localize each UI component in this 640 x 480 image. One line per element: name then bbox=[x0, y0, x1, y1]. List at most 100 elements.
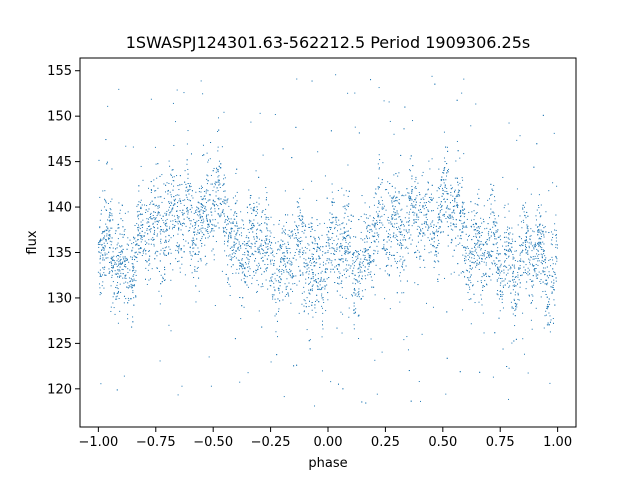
data-point bbox=[426, 219, 428, 221]
data-point bbox=[225, 231, 227, 233]
data-point bbox=[357, 255, 359, 257]
data-point bbox=[146, 205, 148, 207]
data-point bbox=[133, 297, 135, 299]
data-point bbox=[547, 306, 549, 308]
data-point bbox=[361, 290, 363, 292]
data-point bbox=[228, 283, 230, 285]
data-point bbox=[175, 245, 177, 247]
data-point bbox=[249, 255, 251, 257]
data-point bbox=[389, 251, 391, 253]
data-point bbox=[182, 222, 184, 224]
data-point bbox=[416, 195, 418, 197]
data-point bbox=[353, 292, 355, 294]
data-point bbox=[241, 268, 243, 270]
data-point bbox=[318, 288, 320, 290]
data-point bbox=[314, 238, 316, 240]
data-point bbox=[274, 290, 276, 292]
data-point bbox=[205, 237, 207, 239]
data-point bbox=[423, 232, 425, 234]
data-point bbox=[215, 241, 217, 243]
data-point bbox=[109, 229, 111, 231]
data-point bbox=[556, 185, 558, 187]
data-point bbox=[490, 255, 492, 257]
data-point bbox=[122, 273, 124, 275]
data-point bbox=[512, 289, 514, 291]
data-point bbox=[485, 275, 487, 277]
data-point bbox=[393, 211, 395, 213]
data-point bbox=[411, 185, 413, 187]
data-point bbox=[540, 253, 542, 255]
data-point bbox=[364, 241, 366, 243]
data-point bbox=[468, 286, 470, 288]
data-point bbox=[153, 227, 155, 229]
data-point bbox=[173, 215, 175, 217]
data-point bbox=[287, 293, 289, 295]
data-point bbox=[321, 270, 323, 272]
data-point bbox=[418, 251, 420, 253]
data-point bbox=[457, 184, 459, 186]
data-point bbox=[303, 250, 305, 252]
data-point bbox=[101, 285, 103, 287]
data-point bbox=[354, 289, 356, 291]
data-point bbox=[439, 211, 441, 213]
data-point bbox=[408, 192, 410, 194]
data-point bbox=[180, 249, 182, 251]
data-point bbox=[342, 313, 344, 315]
data-point bbox=[240, 279, 242, 281]
data-point bbox=[369, 237, 371, 239]
data-point bbox=[306, 248, 308, 250]
data-point bbox=[345, 297, 347, 299]
data-point bbox=[437, 207, 439, 209]
data-point bbox=[298, 241, 300, 243]
data-point bbox=[508, 242, 510, 244]
data-point bbox=[212, 190, 214, 192]
data-point bbox=[99, 276, 101, 278]
data-point bbox=[201, 207, 203, 209]
data-point bbox=[417, 284, 419, 286]
data-point bbox=[260, 216, 262, 218]
data-point bbox=[325, 263, 327, 265]
data-point bbox=[233, 230, 235, 232]
data-point bbox=[227, 216, 229, 218]
data-point bbox=[138, 245, 140, 247]
data-point bbox=[389, 253, 391, 255]
data-point bbox=[119, 275, 121, 277]
data-point bbox=[329, 226, 331, 228]
data-point bbox=[183, 245, 185, 247]
data-point bbox=[166, 182, 168, 184]
data-point bbox=[443, 169, 445, 171]
data-point bbox=[217, 146, 219, 148]
data-point bbox=[324, 285, 326, 287]
data-point bbox=[296, 201, 298, 203]
data-point bbox=[356, 279, 358, 281]
data-point bbox=[238, 268, 240, 270]
data-point bbox=[346, 250, 348, 252]
data-point bbox=[515, 281, 517, 283]
data-point bbox=[246, 206, 248, 208]
data-point bbox=[126, 243, 128, 245]
data-point bbox=[394, 200, 396, 202]
data-point bbox=[305, 226, 307, 227]
data-point bbox=[414, 212, 416, 214]
data-point bbox=[134, 237, 136, 239]
data-point bbox=[460, 238, 462, 240]
data-point bbox=[537, 234, 539, 236]
data-point bbox=[243, 273, 245, 275]
data-point bbox=[392, 214, 394, 216]
data-point bbox=[147, 221, 149, 223]
data-point bbox=[348, 275, 350, 277]
data-point bbox=[504, 253, 506, 255]
data-point bbox=[141, 230, 143, 232]
data-point bbox=[544, 315, 546, 317]
data-point bbox=[339, 233, 341, 235]
data-point bbox=[541, 256, 543, 258]
data-point bbox=[374, 235, 376, 237]
data-point bbox=[312, 258, 314, 260]
data-point bbox=[464, 246, 466, 248]
data-point bbox=[527, 372, 529, 374]
data-point bbox=[317, 247, 319, 249]
data-point bbox=[512, 258, 514, 260]
data-point bbox=[486, 227, 488, 229]
data-point bbox=[400, 243, 402, 245]
data-point bbox=[401, 266, 403, 268]
